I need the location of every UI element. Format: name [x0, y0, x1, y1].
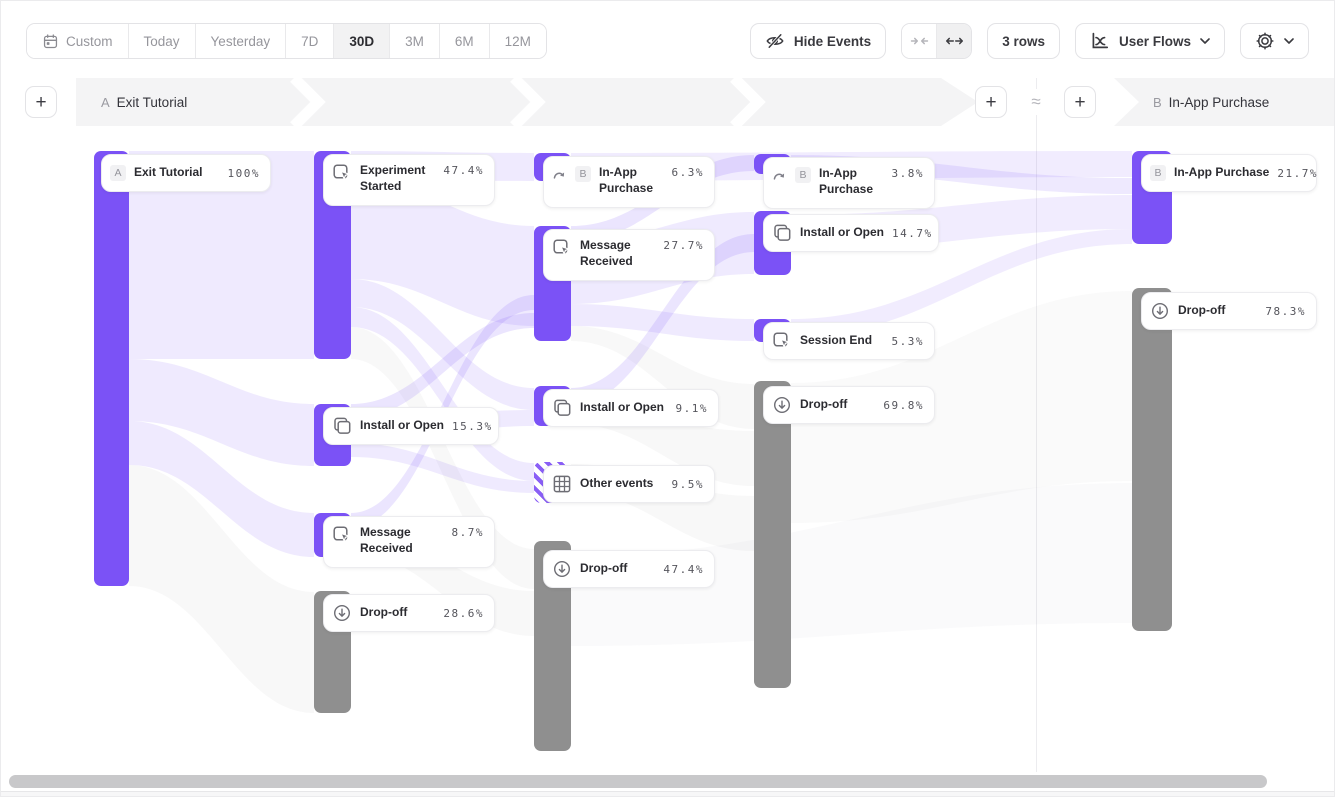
spacing-toggle [901, 23, 973, 59]
flow-ribbon[interactable] [351, 179, 534, 326]
drop-off-icon [552, 559, 572, 579]
add-step-button-left[interactable]: + [25, 86, 57, 118]
node-card-exit-tutorial[interactable]: A Exit Tutorial 100% [101, 154, 271, 192]
flow-ribbon[interactable] [129, 151, 314, 359]
node-card-install-or-open[interactable]: Install or Open 9.1% [543, 389, 719, 427]
flow-ribbon[interactable] [129, 359, 314, 466]
flow-b-title: In-App Purchase [1168, 94, 1270, 110]
horizontal-scrollbar-track[interactable] [1, 772, 1334, 791]
add-step-button-middle[interactable]: + [975, 86, 1007, 118]
node-percent: 100% [227, 166, 260, 180]
drop-off-icon [772, 395, 792, 415]
date-range-12m[interactable]: 12M [488, 24, 546, 58]
windows-event-icon [552, 398, 572, 418]
date-range-7d[interactable]: 7D [285, 24, 334, 58]
node-card-install-or-open[interactable]: Install or Open 15.3% [323, 407, 499, 445]
node-card-drop-off[interactable]: Drop-off 69.8% [763, 386, 935, 424]
expand-columns-button[interactable] [936, 24, 972, 58]
flow-b-badge: B [1153, 94, 1162, 110]
node-card-experiment-started[interactable]: Experiment Started 47.4% [323, 154, 495, 206]
node-card-drop-off[interactable]: Drop-off 28.6% [323, 594, 495, 632]
flow-bar-drop-off[interactable] [754, 381, 791, 688]
tap-event-icon [332, 163, 352, 183]
event-b-badge: B [795, 167, 811, 183]
flow-ribbon[interactable] [129, 421, 314, 557]
node-card-install-or-open[interactable]: Install or Open 14.7% [763, 214, 939, 252]
flow-a-badge: A [101, 94, 110, 110]
horizontal-scrollbar-thumb[interactable] [9, 775, 1267, 788]
window-bottom-edge [1, 791, 1334, 796]
flow-ribbon[interactable] [129, 465, 314, 713]
tap-event-icon [552, 238, 572, 258]
flow-ribbon[interactable] [351, 313, 534, 419]
flow-ribbon[interactable] [571, 304, 754, 341]
date-range-3m[interactable]: 3M [389, 24, 439, 58]
approx-join-symbol: ≈ [1025, 89, 1047, 115]
flow-ribbon[interactable] [791, 229, 1132, 337]
drop-off-icon [1150, 301, 1170, 321]
node-label: Exit Tutorial [134, 165, 203, 180]
date-range-yesterday[interactable]: Yesterday [194, 24, 286, 58]
goto-event-icon [772, 168, 787, 183]
flows-divider-line [1036, 78, 1037, 772]
toolbar: Custom Today Yesterday 7D 30D 3M 6M 12M … [1, 1, 1334, 73]
node-card-session-end[interactable]: Session End 5.3% [763, 322, 935, 360]
flow-a-title: Exit Tutorial [116, 94, 188, 110]
date-range-6m[interactable]: 6M [438, 24, 489, 58]
flow-ribbon[interactable] [351, 279, 534, 410]
event-b-badge: B [575, 166, 591, 182]
flow-a-header: A Exit Tutorial [101, 78, 187, 126]
flow-a-band[interactable] [76, 74, 978, 130]
tap-event-icon [772, 331, 792, 351]
node-card-in-app-purchase[interactable]: B In-App Purchase 3.8% [763, 157, 935, 209]
event-a-badge: A [110, 165, 126, 181]
event-b-badge: B [1150, 165, 1166, 181]
flow-ribbon[interactable] [351, 443, 534, 493]
node-card-message-received[interactable]: Message Received 27.7% [543, 229, 715, 281]
hide-events-button[interactable]: Hide Events [749, 23, 887, 59]
date-range-custom[interactable]: Custom [27, 24, 128, 58]
flow-b-header: B In-App Purchase [1153, 78, 1269, 126]
node-card-drop-off[interactable]: Drop-off 47.4% [543, 550, 715, 588]
chart-type-dropdown[interactable]: User Flows [1074, 23, 1225, 59]
add-step-button-right[interactable]: + [1064, 86, 1096, 118]
collapse-columns-button[interactable] [902, 24, 937, 58]
date-range-30d[interactable]: 30D [333, 24, 390, 58]
node-card-in-app-purchase-b[interactable]: B In-App Purchase 21.7% [1141, 154, 1317, 192]
rows-button[interactable]: 3 rows [987, 23, 1060, 59]
flow-bar-exit-tutorial[interactable] [94, 151, 129, 586]
node-card-in-app-purchase[interactable]: B In-App Purchase 6.3% [543, 156, 715, 208]
node-card-message-received[interactable]: Message Received 8.7% [323, 516, 495, 568]
goto-event-icon [552, 167, 567, 182]
tap-event-icon [332, 525, 352, 545]
date-range-label: Custom [66, 33, 113, 49]
flow-ribbon[interactable] [351, 307, 534, 481]
drop-off-icon [332, 603, 352, 623]
date-range-today[interactable]: Today [127, 24, 195, 58]
flow-b-band[interactable] [1114, 78, 1335, 126]
flow-bar-drop-off-b[interactable] [1132, 288, 1172, 631]
windows-event-icon [772, 223, 792, 243]
node-card-drop-off-b[interactable]: Drop-off 78.3% [1141, 292, 1317, 330]
settings-dropdown[interactable] [1240, 23, 1309, 59]
node-card-other-events[interactable]: Other events 9.5% [543, 465, 715, 503]
grid-events-icon [552, 474, 572, 494]
flow-ribbon[interactable] [571, 234, 754, 406]
windows-event-icon [332, 416, 352, 436]
date-range-selector: Custom Today Yesterday 7D 30D 3M 6M 12M [26, 23, 547, 59]
